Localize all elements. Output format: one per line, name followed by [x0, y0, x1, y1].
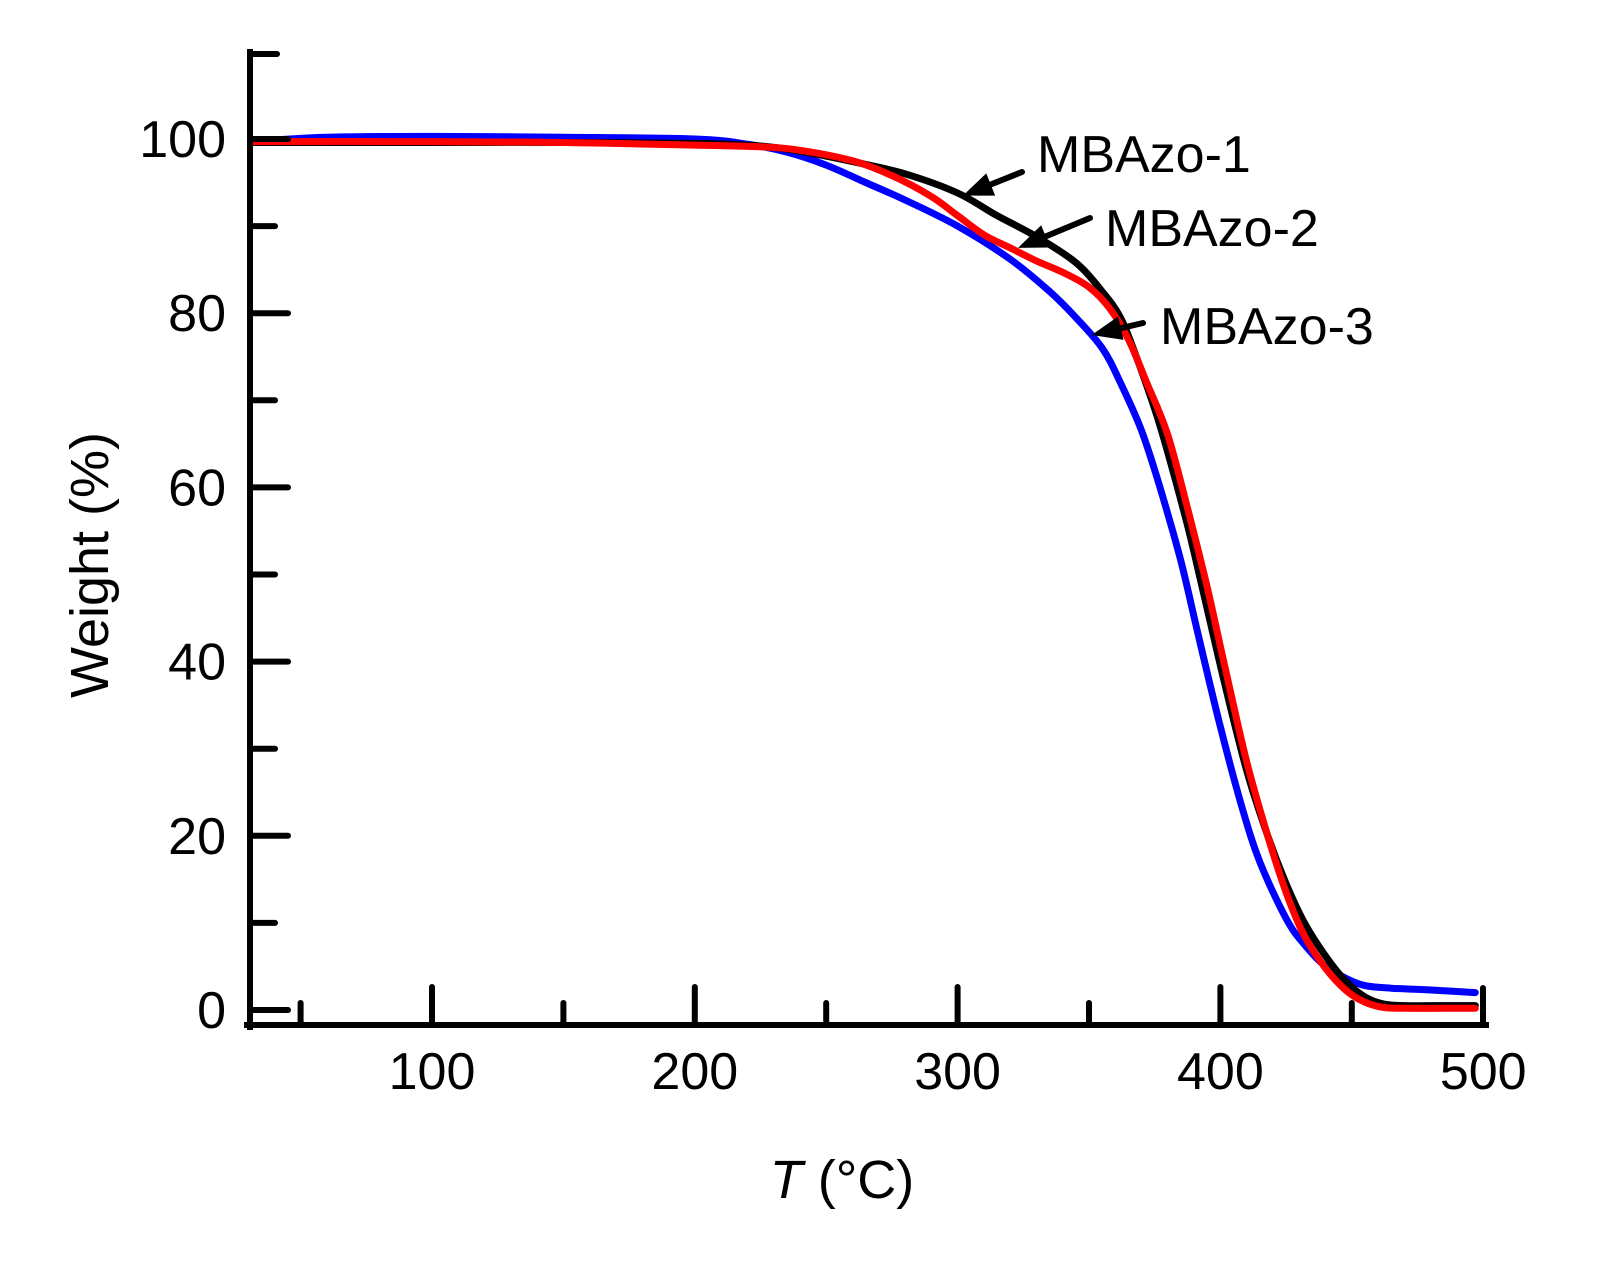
x-tick-label: 500	[1440, 1043, 1527, 1101]
y-axis-title: Weight (%)	[60, 432, 120, 698]
y-tick-label: 20	[168, 808, 226, 866]
annotation-arrow-shaft	[1042, 215, 1093, 240]
annotation-label-mbazo-2: MBAzo-2	[1105, 200, 1319, 258]
series-line-mbazo-1	[247, 138, 1479, 1010]
y-tick-label: 60	[168, 459, 226, 517]
annotation-arrow-shaft	[1117, 320, 1146, 332]
annotation-label-mbazo-3: MBAzo-3	[1160, 298, 1374, 356]
x-tick-label: 100	[389, 1043, 476, 1101]
x-axis-title: T (°C)	[770, 1150, 915, 1210]
x-axis-title-symbol: T	[770, 1150, 807, 1210]
annotation-arrow-head	[1018, 225, 1051, 248]
y-tick-label: 0	[197, 982, 226, 1040]
x-axis-title-unit: (°C)	[803, 1150, 915, 1210]
y-tick-label: 80	[168, 285, 226, 343]
annotation-label-mbazo-1: MBAzo-1	[1037, 126, 1251, 184]
x-tick-label: 300	[914, 1043, 1001, 1101]
annotation-arrow-head	[962, 173, 996, 196]
series-line-mbazo-3	[247, 132, 1479, 997]
x-tick-label: 200	[651, 1043, 738, 1101]
tick-labels: 100 200 300 400 500 0 20 40 60 80 100	[139, 111, 1526, 1101]
annotation-arrow-shaft	[987, 169, 1025, 188]
x-tick-label: 400	[1177, 1043, 1264, 1101]
y-tick-label: 100	[139, 111, 226, 169]
y-tick-label: 40	[168, 634, 226, 692]
series-line-mbazo-2	[247, 138, 1479, 1012]
annotations: MBAzo-1 MBAzo-2 MBAzo-3	[962, 126, 1374, 356]
series-layer	[247, 132, 1479, 1012]
ticks	[247, 136, 1355, 1028]
axes	[244, 49, 1489, 1030]
annotation-arrow-head	[1091, 316, 1124, 340]
